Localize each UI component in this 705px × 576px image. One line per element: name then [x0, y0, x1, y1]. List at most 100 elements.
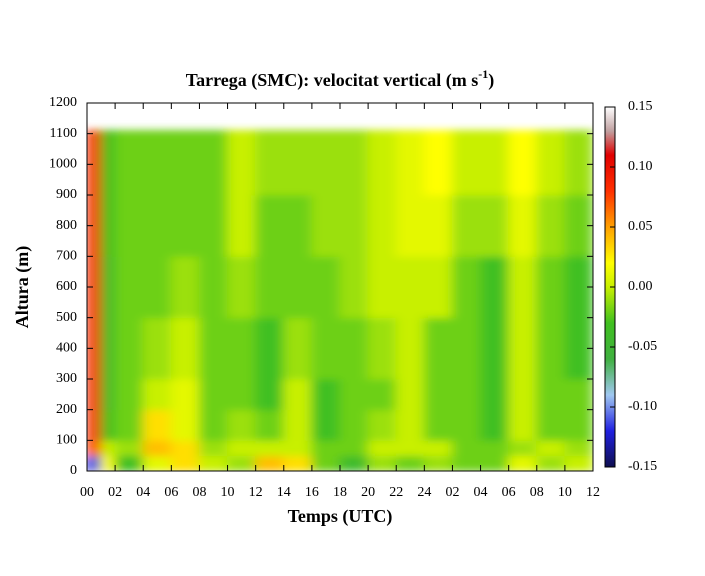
heat-cell — [480, 455, 510, 471]
colorbar-tick-label: 0.10 — [628, 159, 653, 174]
heat-cell — [536, 439, 566, 457]
y-tick-label: 600 — [56, 279, 77, 294]
colorbar-tick-label: -0.15 — [628, 459, 657, 474]
heat-cell — [311, 439, 341, 457]
heat-cell — [87, 409, 102, 441]
heat-cell — [564, 130, 593, 196]
heat-cell — [170, 455, 200, 471]
heat-cell — [536, 317, 566, 380]
heat-cell — [255, 439, 285, 457]
heat-cell — [227, 255, 257, 319]
x-tick-label: 24 — [417, 485, 431, 500]
heat-cell — [100, 439, 116, 457]
heat-cell — [283, 378, 313, 411]
heat-cell — [367, 455, 397, 471]
heat-cell — [283, 317, 313, 380]
heat-cell — [142, 409, 172, 441]
heat-cell — [451, 409, 482, 441]
heat-cell — [311, 130, 341, 196]
heat-cell — [508, 455, 538, 471]
heat-cell — [367, 255, 397, 319]
heat-cell — [451, 130, 482, 196]
heat-cell — [311, 378, 341, 411]
heat-cell — [114, 255, 144, 319]
title-end: ) — [488, 70, 494, 91]
heat-cell — [395, 130, 425, 196]
heat-cell — [87, 439, 102, 457]
heat-cell — [87, 317, 102, 380]
heat-cell — [508, 409, 538, 441]
title-sup: -1 — [478, 67, 488, 81]
heat-cell — [198, 455, 229, 471]
x-tick-label: 12 — [249, 485, 263, 500]
y-tick-label: 1100 — [50, 126, 77, 141]
heat-cell — [423, 317, 453, 380]
heat-cell — [142, 378, 172, 411]
heat-cell — [508, 317, 538, 380]
heat-cell — [564, 409, 593, 441]
x-tick-label: 10 — [221, 485, 235, 500]
heat-cell — [480, 317, 510, 380]
x-tick-label: 08 — [530, 485, 544, 500]
heat-cell — [423, 439, 453, 457]
heat-cell — [255, 194, 285, 257]
y-tick-label: 100 — [56, 433, 77, 448]
y-tick-label: 900 — [56, 187, 77, 202]
heat-cell — [339, 409, 369, 441]
heat-cell — [395, 378, 425, 411]
heat-cell — [395, 194, 425, 257]
heat-cell — [198, 317, 229, 380]
heat-cell — [114, 439, 144, 457]
heat-cell — [142, 255, 172, 319]
heat-cell — [87, 194, 102, 257]
heat-cell — [395, 317, 425, 380]
heatmap — [87, 130, 593, 471]
heat-cell — [198, 130, 229, 196]
heat-cell — [227, 409, 257, 441]
heat-cell — [87, 255, 102, 319]
heat-cell — [311, 255, 341, 319]
heat-cell — [339, 439, 369, 457]
heat-cell — [100, 255, 116, 319]
heat-cell — [170, 409, 200, 441]
heat-cell — [451, 317, 482, 380]
heat-cell — [255, 317, 285, 380]
title: Tarrega (SMC): velocitat vertical (m s — [186, 70, 478, 91]
heat-cell — [423, 455, 453, 471]
heat-cell — [367, 194, 397, 257]
heat-cell — [142, 439, 172, 457]
heat-cell — [87, 378, 102, 411]
y-tick-label: 300 — [56, 371, 77, 386]
heat-cell — [100, 409, 116, 441]
x-axis-label: Temps (UTC) — [288, 506, 393, 527]
heat-cell — [142, 130, 172, 196]
heat-cell — [142, 455, 172, 471]
x-tick-label: 04 — [136, 485, 150, 500]
heat-cell — [114, 455, 144, 471]
colorbar-tick-label: -0.05 — [628, 339, 657, 354]
y-axis-label: Altura (m) — [12, 246, 33, 328]
heat-cell — [480, 378, 510, 411]
heat-cell — [100, 455, 116, 471]
heat-cell — [395, 409, 425, 441]
heat-cell — [255, 455, 285, 471]
heat-cell — [395, 255, 425, 319]
x-tick-label: 16 — [305, 485, 319, 500]
heat-cell — [536, 455, 566, 471]
heat-cell — [283, 255, 313, 319]
heat-cell — [536, 255, 566, 319]
heat-cell — [170, 439, 200, 457]
heat-cell — [480, 255, 510, 319]
y-tick-label: 0 — [70, 463, 77, 478]
heat-cell — [480, 439, 510, 457]
heat-cell — [508, 194, 538, 257]
y-tick-label: 1000 — [49, 157, 77, 172]
x-tick-label: 20 — [361, 485, 375, 500]
heat-cell — [227, 378, 257, 411]
heat-cell — [564, 455, 593, 471]
heat-cell — [311, 455, 341, 471]
heat-cell — [170, 194, 200, 257]
y-tick-label: 400 — [56, 341, 77, 356]
heat-cell — [508, 255, 538, 319]
